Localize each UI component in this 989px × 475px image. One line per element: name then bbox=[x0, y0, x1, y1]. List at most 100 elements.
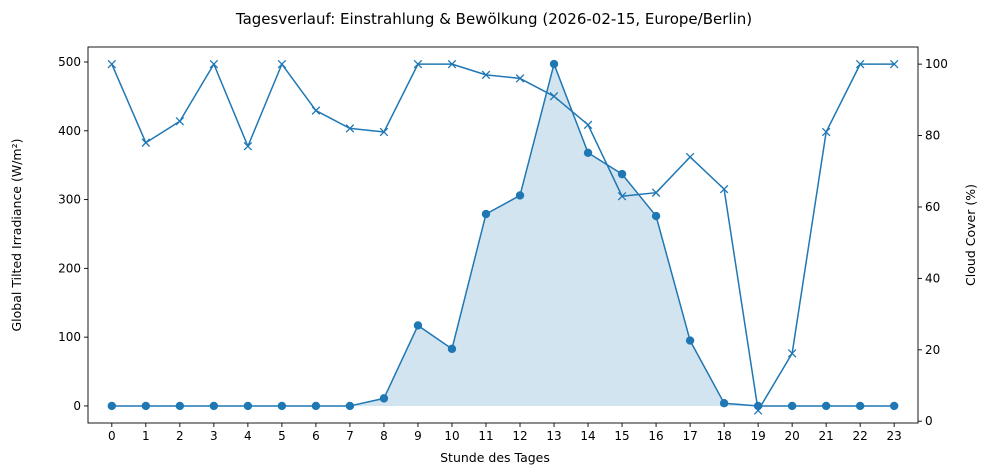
cloud-cover-point-stroke bbox=[515, 74, 525, 83]
x-tick-label: 18 bbox=[716, 429, 731, 443]
y-tick-label-right: 40 bbox=[925, 271, 940, 285]
irradiance-point bbox=[277, 401, 287, 411]
x-tick-label: 13 bbox=[546, 429, 561, 443]
cloud-cover-point bbox=[651, 188, 661, 197]
series-lines bbox=[111, 63, 895, 412]
irradiance-line bbox=[111, 63, 895, 407]
cloud-cover-point bbox=[243, 142, 253, 151]
chart-title: Tagesverlauf: Einstrahlung & Bewölkung (… bbox=[235, 10, 752, 28]
irradiance-point bbox=[107, 401, 117, 411]
x-tick-label: 6 bbox=[312, 429, 320, 443]
cloud-cover-point bbox=[787, 349, 797, 358]
irradiance-area bbox=[111, 64, 895, 406]
cloud-cover-point-stroke bbox=[889, 59, 899, 69]
cloud-cover-point-stroke bbox=[175, 117, 185, 126]
cloud-cover-point-stroke bbox=[379, 127, 389, 137]
cloud-cover-point bbox=[617, 191, 627, 201]
cloud-cover-point bbox=[345, 124, 355, 133]
irradiance-point bbox=[855, 401, 865, 411]
x-tick-label: 12 bbox=[512, 429, 527, 443]
irradiance-point bbox=[141, 401, 151, 411]
cloud-cover-point-stroke bbox=[311, 106, 321, 115]
y-axis-label-left: Global Tilted Irradiance (W/m²) bbox=[9, 139, 24, 332]
irradiance-point bbox=[447, 344, 457, 354]
cloud-cover-point bbox=[549, 92, 559, 101]
x-tick-label: 17 bbox=[682, 429, 697, 443]
y-tick-label-left: 0 bbox=[73, 399, 81, 413]
y-tick-label-right: 20 bbox=[925, 343, 940, 357]
irradiance-point bbox=[821, 401, 831, 411]
x-tick-label: 21 bbox=[819, 429, 834, 443]
cloud-cover-point-stroke bbox=[855, 59, 865, 69]
x-tick-label: 3 bbox=[210, 429, 218, 443]
cloud-cover-point-stroke bbox=[719, 184, 729, 194]
x-tick-label: 20 bbox=[784, 429, 799, 443]
y-tick-label-right: 100 bbox=[925, 57, 948, 71]
x-tick-label: 9 bbox=[414, 429, 422, 443]
y-tick-label-right: 60 bbox=[925, 200, 940, 214]
x-tick-label: 5 bbox=[278, 429, 286, 443]
y-tick-label-left: 200 bbox=[58, 261, 81, 275]
cloud-cover-point-stroke bbox=[447, 59, 457, 69]
cloud-cover-point-stroke bbox=[753, 406, 763, 415]
x-tick-label: 22 bbox=[853, 429, 868, 443]
cloud-cover-point-stroke bbox=[413, 59, 423, 69]
cloud-cover-point-stroke bbox=[345, 124, 355, 133]
irradiance-point bbox=[345, 401, 355, 411]
irradiance-point bbox=[549, 59, 559, 69]
cloud-cover-point-stroke bbox=[549, 92, 559, 101]
cloud-cover-point-stroke bbox=[787, 349, 797, 358]
irradiance-point bbox=[787, 401, 797, 411]
cloud-cover-point bbox=[209, 59, 219, 69]
x-tick-label: 11 bbox=[478, 429, 493, 443]
irradiance-point bbox=[753, 401, 763, 411]
x-tick-label: 14 bbox=[580, 429, 595, 443]
irradiance-point bbox=[583, 148, 593, 157]
axis-ticks: 0 1 2 3 4 5 6 7 8 9 10 11 12 13 14 15 16 17 18 19 20 21 22 2301… bbox=[58, 55, 948, 443]
x-tick-label: 1 bbox=[142, 429, 150, 443]
cloud-cover-point bbox=[753, 406, 763, 415]
cloud-cover-point-stroke bbox=[141, 138, 151, 147]
cloud-cover-line bbox=[111, 63, 895, 412]
cloud-cover-point bbox=[855, 59, 865, 69]
x-tick-label: 23 bbox=[887, 429, 902, 443]
cloud-cover-point bbox=[685, 152, 695, 162]
cloud-cover-point bbox=[277, 59, 287, 69]
irradiance-point bbox=[243, 401, 253, 411]
cloud-cover-point bbox=[515, 74, 525, 83]
irradiance-point bbox=[209, 401, 219, 411]
x-tick-label: 10 bbox=[444, 429, 459, 443]
x-tick-label: 8 bbox=[380, 429, 388, 443]
plot-frame bbox=[87, 46, 919, 424]
cloud-cover-point bbox=[379, 127, 389, 137]
irradiance-point bbox=[311, 401, 321, 411]
x-tick-label: 16 bbox=[648, 429, 663, 443]
irradiance-point bbox=[685, 336, 695, 345]
cloud-cover-point-stroke bbox=[821, 127, 831, 137]
irradiance-point bbox=[413, 321, 423, 330]
x-tick-label: 15 bbox=[614, 429, 629, 443]
cloud-cover-point-stroke bbox=[481, 70, 491, 80]
irradiance-fill-area bbox=[111, 64, 895, 406]
irradiance-point bbox=[651, 211, 661, 221]
cloud-cover-point-stroke bbox=[107, 59, 117, 69]
irradiance-point bbox=[719, 398, 729, 408]
irradiance-point bbox=[617, 169, 627, 179]
irradiance-point bbox=[889, 401, 899, 411]
y-tick-label-right: 0 bbox=[925, 414, 933, 428]
irradiance-point bbox=[481, 209, 491, 219]
cloud-cover-point bbox=[141, 138, 151, 147]
x-tick-label: 7 bbox=[346, 429, 354, 443]
y-tick-label-left: 400 bbox=[58, 124, 81, 138]
cloud-cover-point bbox=[447, 59, 457, 69]
cloud-cover-point-stroke bbox=[277, 59, 287, 69]
cloud-cover-point bbox=[311, 106, 321, 115]
cloud-cover-point bbox=[719, 184, 729, 194]
cloud-cover-point-stroke bbox=[685, 152, 695, 162]
irradiance-point bbox=[175, 401, 185, 411]
x-tick-label: 0 bbox=[108, 429, 116, 443]
cloud-cover-point-stroke bbox=[243, 142, 253, 151]
cloud-cover-point-stroke bbox=[617, 191, 627, 201]
